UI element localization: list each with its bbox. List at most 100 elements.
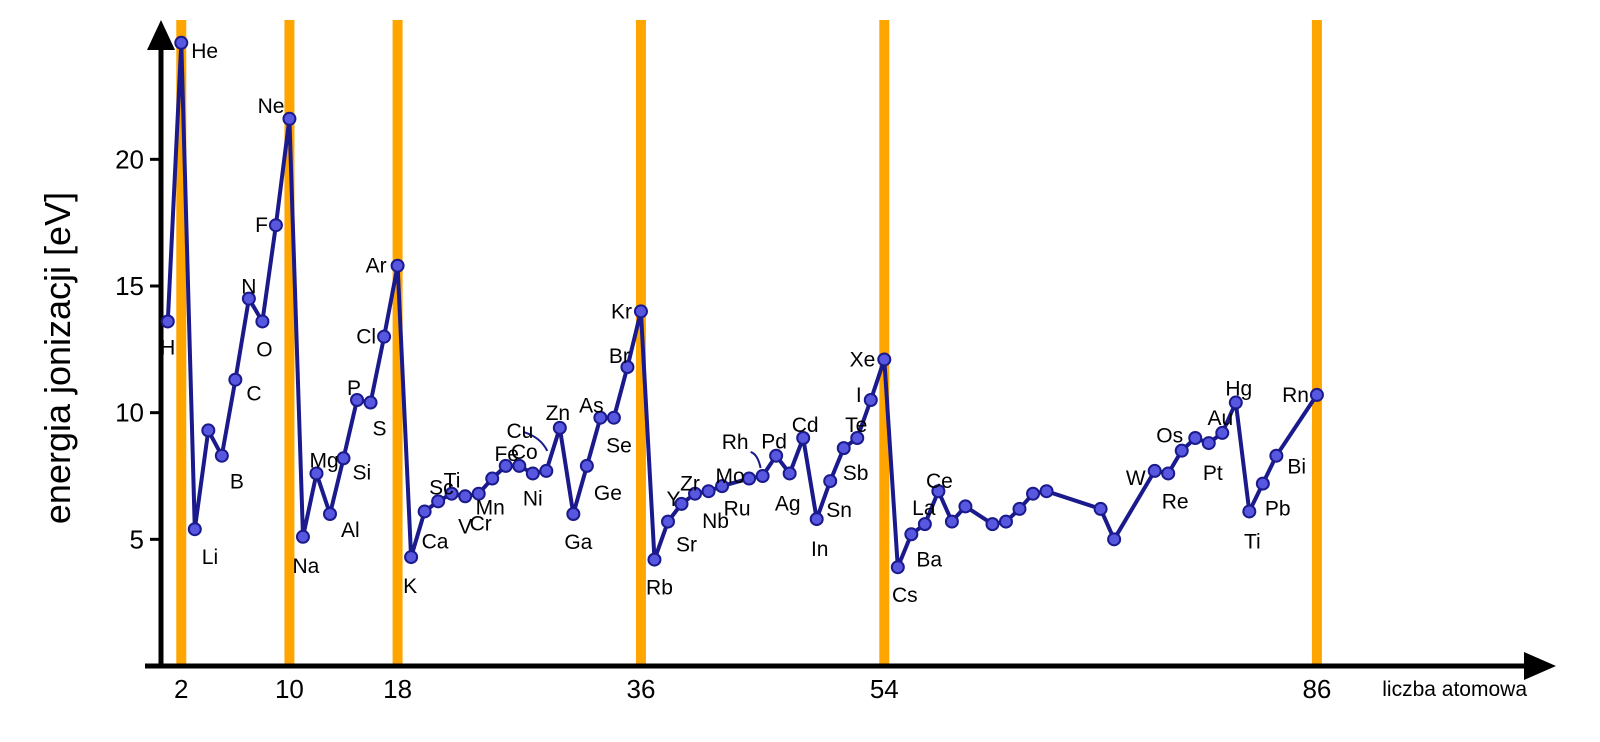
data-point [566,507,581,521]
data-point [295,529,310,544]
highlight-bar [392,20,403,666]
data-point [444,486,459,501]
data-point [823,474,838,489]
point-label: Si [353,461,372,484]
y-tick-label: 15 [115,271,144,301]
point-label: Sn [826,499,852,522]
data-point [1039,484,1054,499]
data-point [863,393,878,407]
point-label: Pb [1265,498,1291,521]
data-point [498,458,513,473]
point-label: B [230,471,244,494]
data-point [998,514,1013,529]
y-tick-label: 20 [115,144,144,174]
data-point [1228,395,1243,410]
data-point [404,550,419,565]
point-label: Sc [429,476,454,499]
point-label: Pd [761,431,787,454]
point-label: P [347,377,361,400]
point-label: Zn [546,402,571,425]
point-label: Ce [926,470,953,493]
point-label: Ga [564,531,592,554]
data-point [944,514,959,529]
point-label: N [241,276,256,299]
point-label: Ti [444,470,461,493]
point-label: Y [666,488,680,511]
data-point [688,486,703,501]
point-label: Rb [646,577,673,600]
highlight-bar [879,20,890,666]
point-label: Se [606,435,632,458]
data-point [579,458,594,473]
x-axis-title: liczba atomowa [1382,678,1527,701]
data-point [958,499,973,514]
data-point [309,466,324,481]
point-label: Te [845,414,867,437]
x-axis-arrow-icon [1524,652,1556,680]
x-tick-label: 18 [383,674,412,704]
point-label: Os [1156,425,1183,448]
data-point [525,466,540,481]
point-label: He [191,40,218,63]
point-label: K [403,575,417,598]
point-label: H [160,336,175,359]
data-point [431,494,446,509]
point-label: As [579,395,604,418]
data-point [1188,431,1203,445]
point-label: Kr [611,300,632,323]
point-label: Ge [594,482,622,505]
x-tick-label: 2 [174,674,188,704]
point-label: Ag [775,492,801,515]
data-point [1201,436,1216,451]
data-point [187,522,202,537]
x-tick-labels: 2 10 18 36 54 86 [174,674,1331,704]
y-tick-labels: 5 10 15 20 [115,144,161,554]
data-point [1242,504,1257,519]
x-axis [145,652,1556,680]
data-point [1093,501,1108,516]
point-label: Cd [792,414,819,437]
data-point [1215,425,1230,440]
data-point [782,466,797,481]
y-axis [147,20,175,666]
data-point [985,517,1000,532]
data-point [620,360,635,375]
highlight-bar [176,20,187,666]
point-label: Br [609,345,630,368]
data-point [633,304,648,319]
x-tick-label: 36 [626,674,655,704]
data-point [877,352,892,367]
point-label: Pt [1203,462,1223,485]
data-point [796,431,811,445]
data-point [836,441,851,456]
data-point [742,471,757,486]
data-point [890,560,905,575]
point-label: Na [293,555,320,578]
point-label: Hg [1225,378,1252,401]
point-label: Rn [1282,384,1309,407]
data-point [606,410,621,425]
leader-line [750,451,762,469]
point-label: Ru [724,498,751,521]
point-label: Cs [892,584,918,607]
data-point [552,420,567,435]
y-axis-title: energia jonizacji [eV] [37,192,78,524]
point-label: Fe [494,443,519,466]
point-label: La [912,497,936,520]
point-label: C [246,383,261,406]
data-point [350,393,365,407]
label-leader-lines [523,430,762,469]
data-point [228,372,243,387]
data-points [160,35,1324,575]
point-label: Mo [715,465,744,488]
data-point [904,527,919,542]
point-label: I [856,384,862,407]
data-point [1174,443,1189,458]
data-point [201,423,216,438]
data-point [485,471,500,486]
data-point [471,486,486,501]
data-point [1269,448,1284,463]
data-point [322,507,337,521]
point-label: Ar [366,255,387,278]
